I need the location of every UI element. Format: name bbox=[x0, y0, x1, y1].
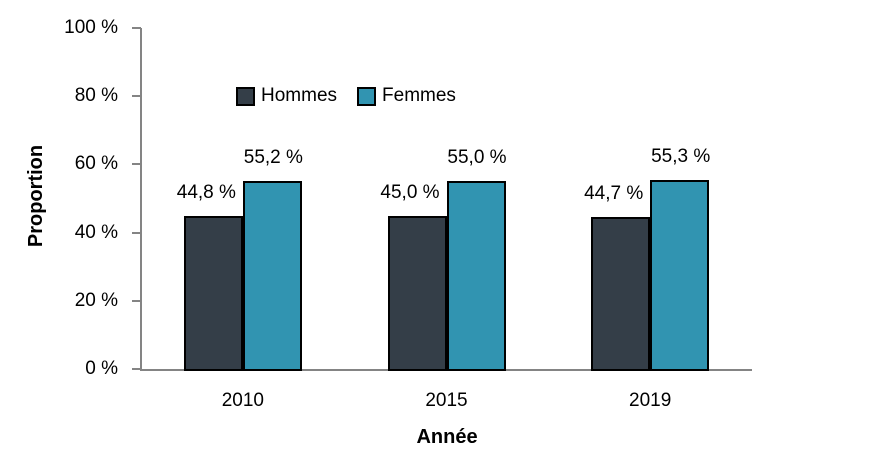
bar-hommes-2010 bbox=[183, 216, 243, 371]
y-tick-mark bbox=[132, 27, 141, 29]
legend-swatch-icon bbox=[236, 86, 255, 106]
y-tick-mark bbox=[132, 95, 141, 98]
y-tick-label: 0 % bbox=[85, 358, 118, 379]
bar-femmes-2010 bbox=[242, 180, 302, 371]
bar-value-label: 55,2 % bbox=[243, 146, 303, 168]
legend-item-femmes: Femmes bbox=[357, 85, 456, 107]
bar-femmes-2015 bbox=[446, 181, 506, 371]
y-tick-label: 20 % bbox=[74, 289, 118, 311]
x-category-label: 2015 bbox=[425, 390, 468, 411]
bar-value-label: 45,0 % bbox=[380, 181, 440, 203]
x-category-label: 2019 bbox=[629, 390, 672, 411]
x-axis-title: Année bbox=[416, 426, 478, 448]
legend: Hommes Femmes bbox=[236, 85, 456, 107]
y-tick-label: 100 % bbox=[64, 17, 118, 38]
y-axis-line bbox=[140, 28, 142, 371]
x-category-label: 2010 bbox=[221, 390, 264, 411]
y-tick-label: 40 % bbox=[74, 221, 118, 243]
legend-label: Hommes bbox=[261, 85, 338, 106]
bar-hommes-2015 bbox=[387, 215, 447, 371]
bar-hommes-2019 bbox=[591, 216, 651, 371]
y-tick-mark bbox=[132, 163, 141, 166]
legend-swatch-icon bbox=[357, 86, 377, 106]
y-tick-label: 80 % bbox=[74, 85, 118, 107]
bar-value-label: 44,7 % bbox=[584, 182, 644, 204]
bar-value-label: 55,0 % bbox=[447, 147, 507, 169]
y-axis-title: Proportion bbox=[25, 144, 47, 248]
bar-femmes-2019 bbox=[650, 180, 710, 371]
y-tick-label: 60 % bbox=[74, 153, 118, 175]
legend-label: Femmes bbox=[382, 85, 456, 106]
y-tick-mark bbox=[132, 368, 141, 370]
y-tick-mark bbox=[132, 231, 141, 234]
bar-value-label: 55,3 % bbox=[651, 146, 711, 168]
y-tick-mark bbox=[132, 299, 141, 302]
legend-item-hommes: Hommes bbox=[236, 85, 337, 107]
bar-value-label: 44,8 % bbox=[176, 182, 236, 204]
